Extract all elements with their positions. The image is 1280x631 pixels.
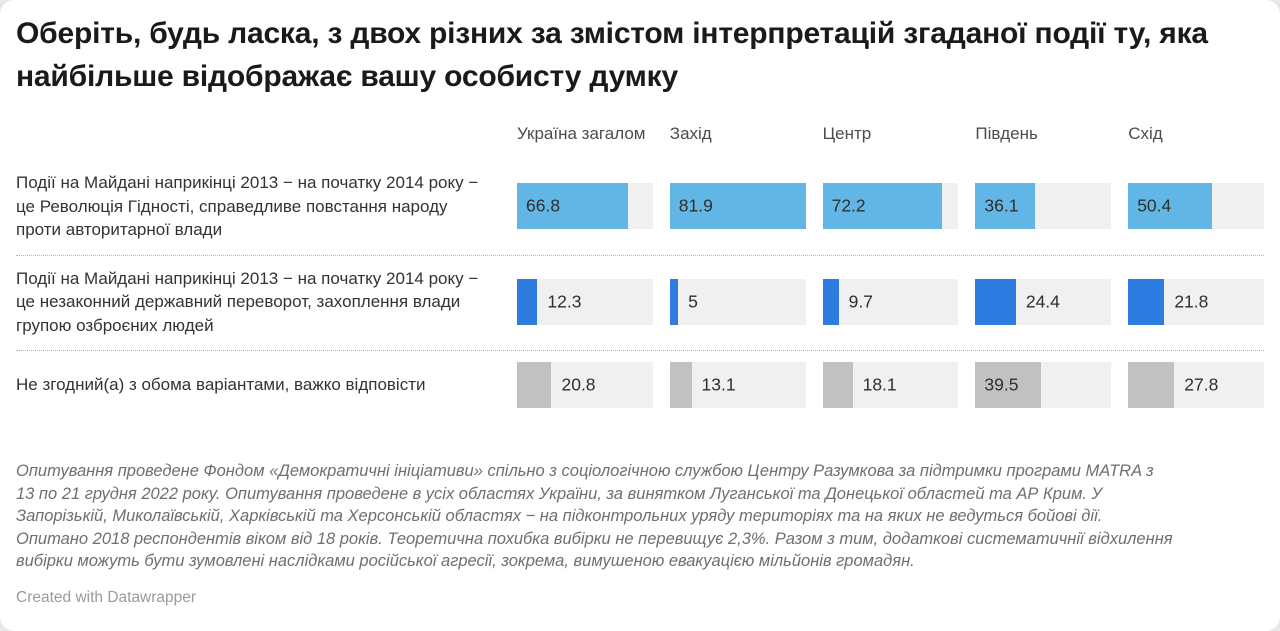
bar-fill	[822, 362, 853, 408]
bar-value-label: 24.4	[1025, 291, 1060, 312]
bar-value-label: 81.9	[678, 195, 713, 216]
bar-track: 72.2	[822, 183, 959, 230]
bar-track: 5	[669, 278, 806, 325]
bar-value-label: 36.1	[984, 195, 1019, 216]
table-row: Події на Майдані наприкінці 2013 − на по…	[16, 160, 1264, 255]
bar-track: 12.3	[517, 278, 653, 325]
bar-value-label: 21.8	[1174, 291, 1209, 312]
bar-fill	[517, 362, 552, 408]
bar-value-label: 50.4	[1137, 195, 1172, 216]
column-header-4: Південь	[975, 124, 1038, 143]
column-header-1: Україна загалом	[517, 124, 646, 143]
table-row: Не згодний(а) з обома варіантами, важко …	[16, 350, 1264, 421]
bar-fill	[822, 183, 943, 230]
bar-value-label: 39.5	[984, 374, 1019, 395]
column-header-3: Центр	[822, 124, 872, 143]
bar-track: 39.5	[975, 362, 1112, 408]
bar-value-label: 13.1	[701, 374, 736, 395]
bar-track: 18.1	[822, 362, 959, 408]
bar-track: 66.8	[517, 183, 653, 230]
bar-value-label: 20.8	[561, 374, 596, 395]
bar-fill	[669, 183, 806, 230]
table-row: Події на Майдані наприкінці 2013 − на по…	[16, 254, 1264, 351]
bar-track: 27.8	[1128, 362, 1264, 408]
bar-track: 81.9	[669, 183, 806, 230]
row-label: Події на Майдані наприкінці 2013 − на по…	[16, 268, 479, 335]
row-label: Не згодний(а) з обома варіантами, важко …	[16, 375, 426, 395]
bar-value-label: 5	[688, 291, 698, 312]
bar-fill	[975, 183, 1036, 230]
bar-fill	[669, 362, 692, 408]
bar-fill	[1128, 278, 1165, 325]
bar-value-label: 66.8	[526, 195, 561, 216]
bar-track: 20.8	[517, 362, 653, 408]
bar-table: Україна загалом Захід Центр Південь Схід Под…	[16, 112, 1264, 421]
bar-fill	[1128, 183, 1212, 230]
bar-value-label: 72.2	[831, 195, 866, 216]
bar-fill	[975, 362, 1041, 408]
bar-track: 24.4	[975, 278, 1112, 325]
column-header-2: Захід	[669, 124, 712, 143]
row-label: Події на Майдані наприкінці 2013 − на по…	[16, 173, 479, 239]
chart-title: Оберіть, будь ласка, з двох різних за зм…	[16, 17, 1208, 93]
column-header-5: Схід	[1128, 124, 1163, 143]
bar-track: 36.1	[975, 183, 1112, 230]
bar-value-label: 9.7	[848, 291, 873, 312]
bar-track: 50.4	[1128, 183, 1264, 230]
bar-track: 9.7	[822, 278, 959, 325]
bar-value-label: 27.8	[1184, 374, 1219, 395]
column-header-row: Україна загалом Захід Центр Південь Схід	[16, 112, 1264, 160]
bar-fill	[1128, 362, 1175, 408]
methodology-notes: Опитування проведене Фондом «Демократичн…	[16, 462, 1173, 570]
bar-fill	[669, 278, 679, 325]
bar-fill	[517, 183, 628, 230]
bar-value-label: 12.3	[547, 291, 582, 312]
bar-track: 21.8	[1128, 278, 1264, 325]
bar-value-label: 18.1	[862, 374, 897, 395]
datawrapper-attribution: Created with Datawrapper	[16, 589, 197, 606]
bar-fill	[975, 278, 1016, 325]
bar-fill	[517, 278, 538, 325]
bar-fill	[822, 278, 839, 325]
table-rows: Події на Майдані наприкінці 2013 − на по…	[16, 160, 1264, 421]
bar-track: 13.1	[669, 362, 806, 408]
